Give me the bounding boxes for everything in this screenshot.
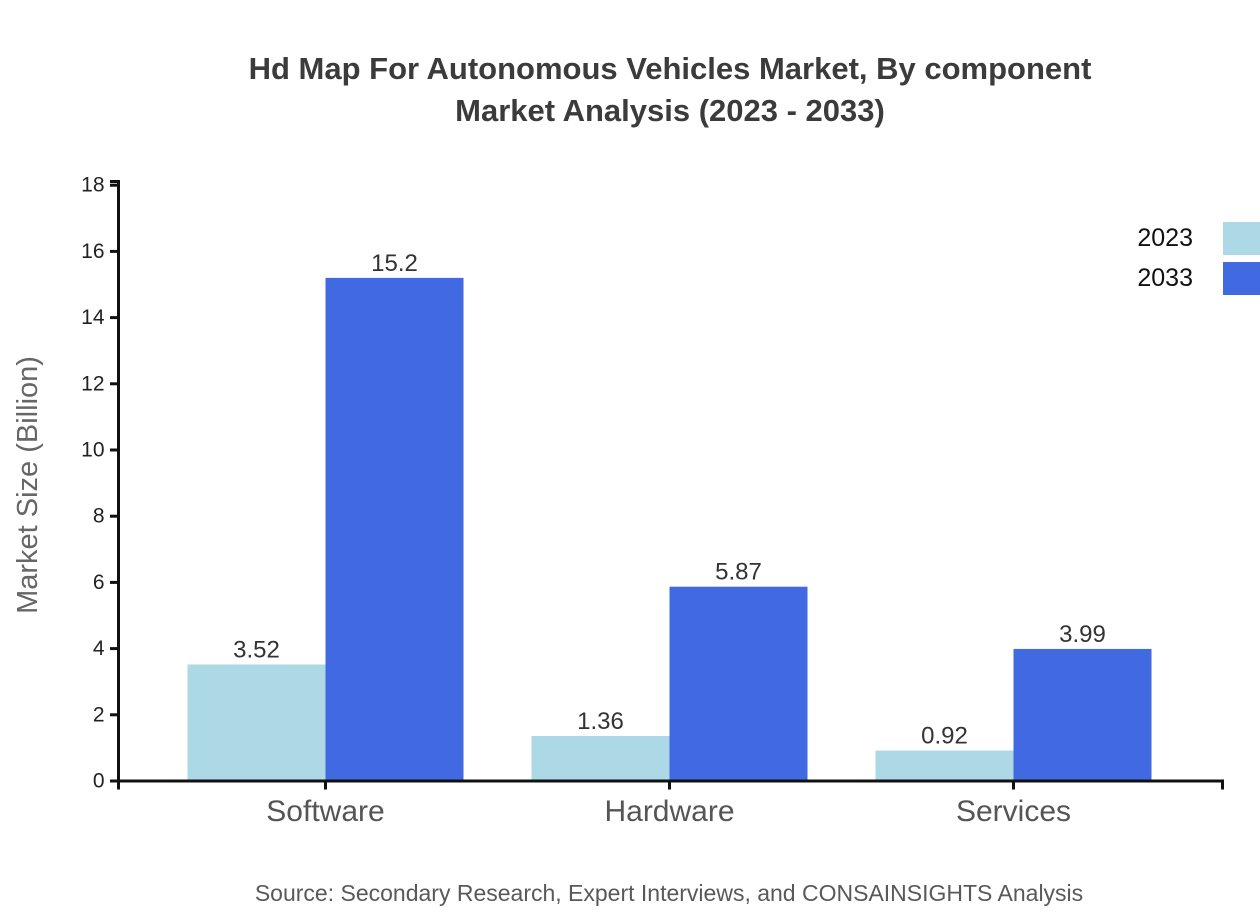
bar-value-label: 1.36 (577, 708, 624, 735)
bar-2023-services (875, 750, 1014, 781)
bar-2023-software (187, 664, 326, 781)
y-axis-line (110, 180, 120, 781)
x-axis-category-label: Software (266, 795, 384, 828)
bar-value-label: 5.87 (715, 559, 762, 586)
x-axis-category-label: Services (956, 795, 1071, 828)
legend-swatch-2023-icon (1223, 221, 1260, 255)
y-axis-tick-label: 6 (93, 571, 105, 594)
bar-2023-hardware (531, 735, 670, 781)
bar-value-label: 3.52 (233, 636, 280, 663)
bar-2033-services (1013, 648, 1152, 781)
y-axis-tick-label: 10 (81, 439, 104, 462)
legend-label-2023: 2023 (1137, 223, 1193, 252)
chart-title-line1: Hd Map For Autonomous Vehicles Market, B… (248, 51, 1092, 86)
y-axis-tick-label: 14 (81, 306, 105, 329)
bar-value-label: 15.2 (371, 250, 418, 277)
legend-label-2033: 2033 (1137, 263, 1193, 292)
y-axis-tick-label: 4 (93, 637, 105, 660)
y-axis-tick-label: 8 (93, 505, 105, 528)
y-axis-tick-label: 16 (81, 240, 104, 263)
chart-title-line2: Market Analysis (2023 - 2033) (455, 93, 885, 128)
chart-title: Hd Map For Autonomous Vehicles Market, B… (0, 48, 1260, 132)
y-axis-tick-label: 12 (81, 372, 104, 395)
legend-item-2033: 2033 (1073, 261, 1260, 295)
source-caption: Source: Secondary Research, Expert Inter… (254, 880, 1084, 906)
bar-2033-software (325, 277, 464, 781)
y-axis-tick-label: 0 (93, 770, 105, 793)
legend-item-2023: 2023 (1073, 221, 1260, 255)
legend-swatch-2033-icon (1223, 261, 1260, 295)
bar-value-label: 0.92 (921, 723, 968, 750)
y-axis-tick-label: 2 (93, 703, 105, 726)
y-axis-tick-label: 18 (81, 174, 104, 197)
x-axis-line (117, 779, 1224, 790)
y-axis-title: Market Size (Billion) (12, 356, 44, 614)
bar-value-label: 3.99 (1059, 621, 1106, 648)
x-axis-category-label: Hardware (604, 795, 734, 828)
bar-2033-hardware (669, 586, 808, 781)
